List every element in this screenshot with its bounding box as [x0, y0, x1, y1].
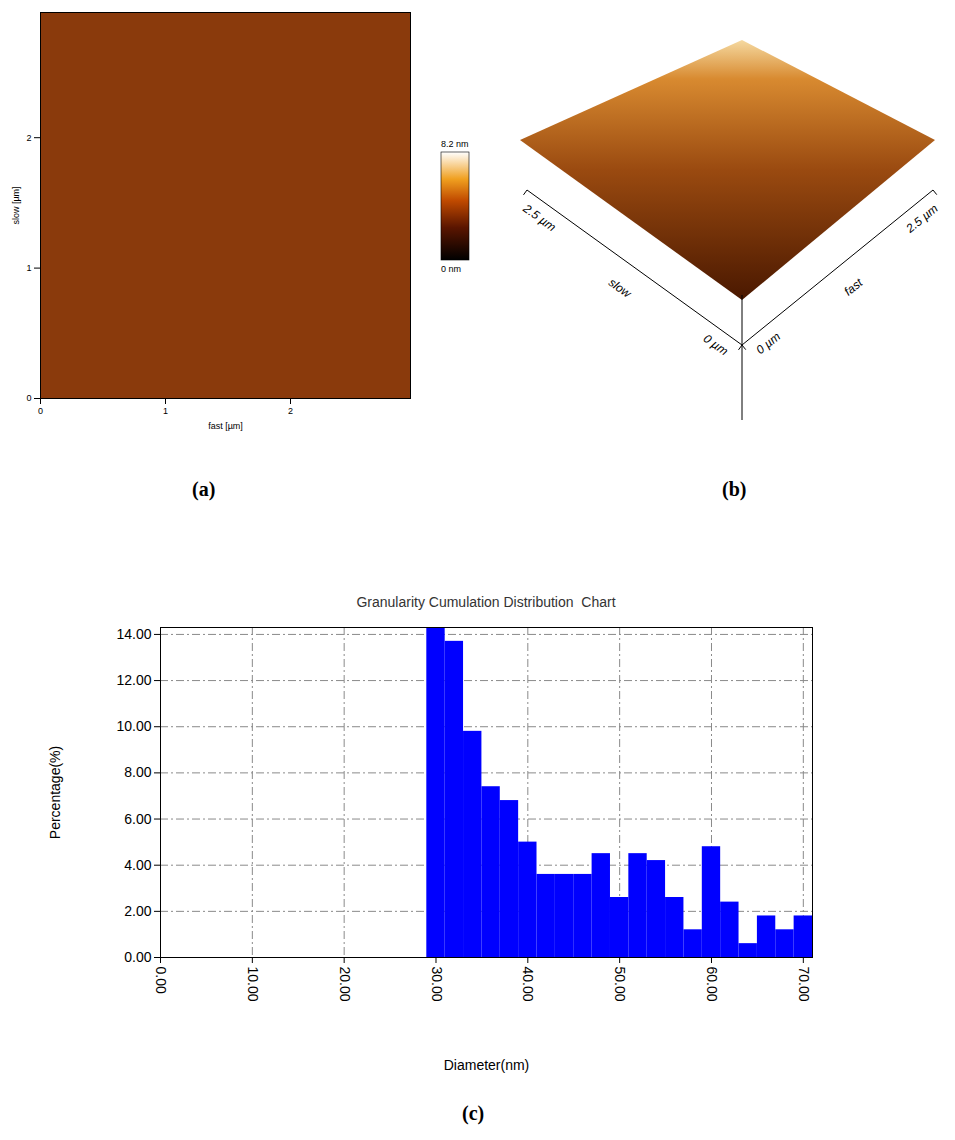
svg-text:30.00: 30.00 — [429, 967, 445, 1002]
svg-text:0.00: 0.00 — [153, 967, 169, 994]
svg-text:40.00: 40.00 — [520, 967, 536, 1002]
svg-text:0.00: 0.00 — [124, 949, 151, 965]
svg-text:fast [µm]: fast [µm] — [208, 421, 243, 431]
html-text:(c): (c) — [462, 1102, 485, 1124]
svg-text:1: 1 — [163, 406, 168, 416]
svg-text:6.00: 6.00 — [124, 811, 151, 827]
svg-text:fast: fast — [841, 275, 865, 298]
svg-text:0 nm: 0 nm — [441, 264, 461, 274]
svg-text:Percentage(%): Percentage(%) — [47, 746, 63, 839]
svg-text:0 µm: 0 µm — [753, 329, 783, 357]
svg-text:2.5 µm: 2.5 µm — [902, 201, 940, 236]
svg-text:10.00: 10.00 — [245, 967, 261, 1002]
svg-text:2: 2 — [26, 133, 31, 143]
svg-text:2.5 µm: 2.5 µm — [520, 201, 559, 235]
svg-text:50.00: 50.00 — [612, 967, 628, 1002]
svg-text:14.00: 14.00 — [116, 626, 151, 642]
svg-text:Diameter(nm): Diameter(nm) — [444, 1057, 530, 1073]
html-text:(a): (a) — [192, 478, 216, 500]
svg-text:0: 0 — [26, 393, 31, 403]
svg-text:70.00: 70.00 — [796, 967, 812, 1002]
svg-text:slow [µm]: slow [µm] — [11, 186, 21, 224]
html-text:(b): (b) — [722, 478, 747, 500]
svg-text:10.00: 10.00 — [116, 718, 151, 734]
svg-text:4.00: 4.00 — [124, 857, 151, 873]
svg-text:12.00: 12.00 — [116, 672, 151, 688]
svg-text:0 µm: 0 µm — [701, 331, 731, 358]
svg-text:20.00: 20.00 — [337, 967, 353, 1002]
svg-text:2: 2 — [288, 406, 293, 416]
svg-text:1: 1 — [26, 263, 31, 273]
html-text:Granularity Cumulation Distrib: Granularity Cumulation Distribution Char… — [356, 594, 616, 610]
svg-text:8.00: 8.00 — [124, 764, 151, 780]
svg-text:60.00: 60.00 — [704, 967, 720, 1002]
svg-text:2.00: 2.00 — [124, 903, 151, 919]
svg-text:0: 0 — [38, 406, 43, 416]
svg-text:8.2 nm: 8.2 nm — [441, 139, 469, 149]
svg-text:slow: slow — [606, 275, 635, 301]
